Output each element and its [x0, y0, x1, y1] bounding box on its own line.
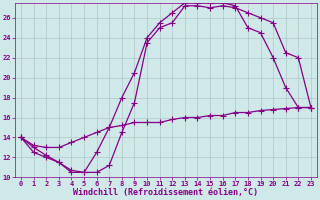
X-axis label: Windchill (Refroidissement éolien,°C): Windchill (Refroidissement éolien,°C) [74, 188, 259, 197]
